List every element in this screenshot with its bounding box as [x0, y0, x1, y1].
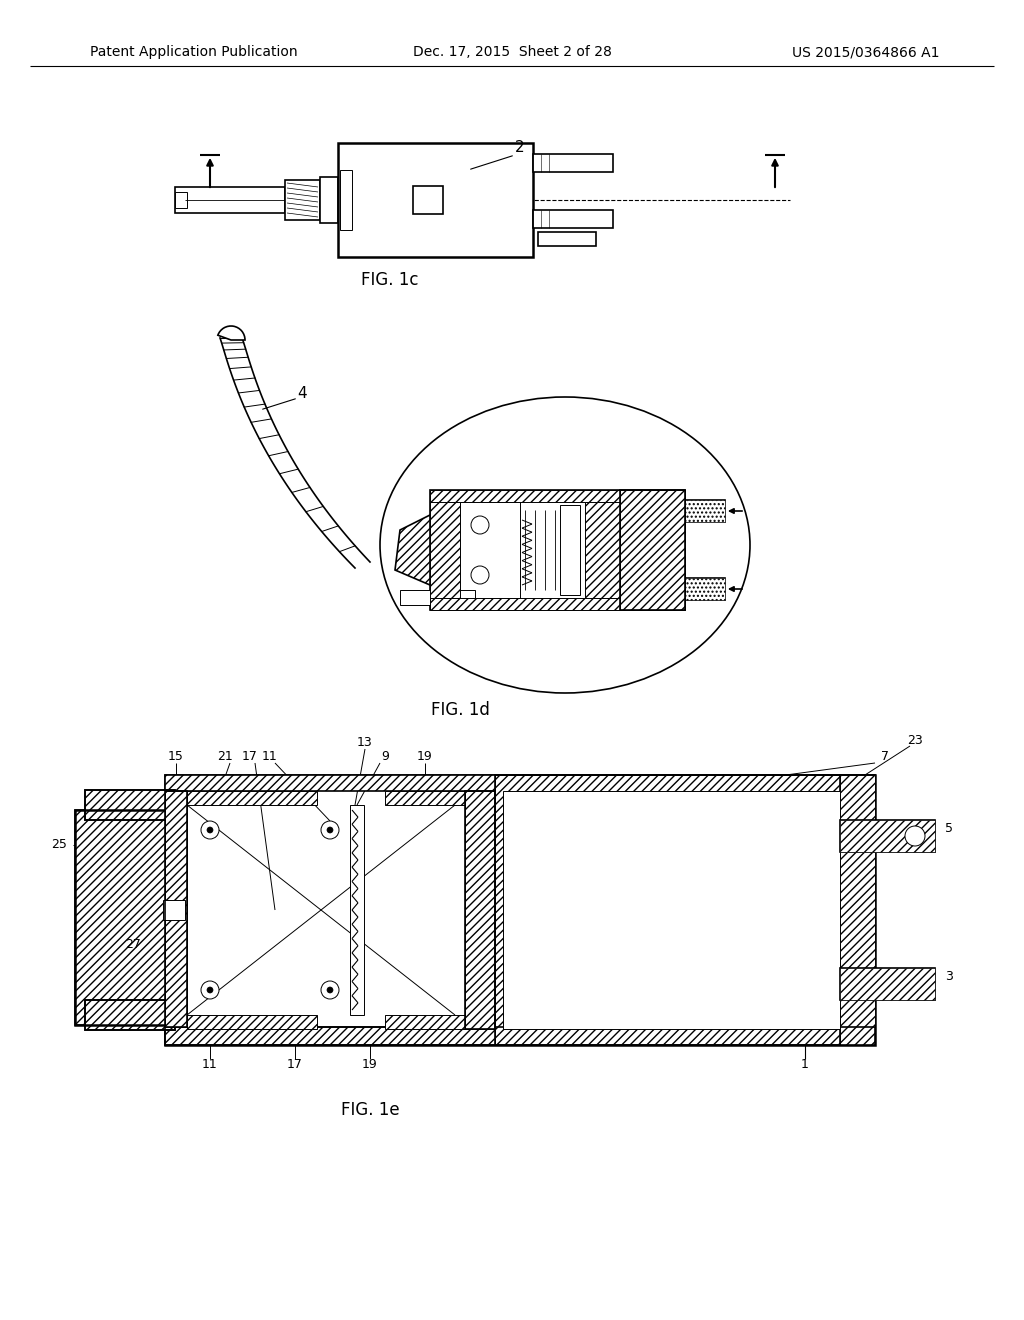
Circle shape — [471, 516, 489, 535]
Bar — [503, 791, 840, 1030]
Wedge shape — [218, 326, 245, 341]
Text: 25: 25 — [51, 838, 67, 851]
Text: 27: 27 — [125, 939, 141, 952]
Bar — [430, 598, 685, 610]
Bar — [165, 791, 187, 1027]
Text: 23: 23 — [907, 734, 923, 747]
Circle shape — [201, 821, 219, 840]
Bar — [338, 143, 534, 257]
Bar — [430, 490, 685, 610]
Bar — [460, 502, 520, 598]
Bar — [165, 775, 874, 791]
Text: 19: 19 — [362, 1059, 378, 1072]
Circle shape — [905, 826, 925, 846]
Circle shape — [327, 987, 333, 993]
Text: 13: 13 — [357, 737, 373, 750]
Bar — [840, 775, 874, 1045]
Bar — [75, 810, 175, 1026]
Bar — [85, 789, 175, 820]
Text: 3: 3 — [945, 969, 953, 982]
Text: 4: 4 — [297, 385, 307, 400]
Bar — [685, 500, 725, 521]
Circle shape — [327, 828, 333, 833]
Ellipse shape — [380, 397, 750, 693]
Text: 15: 15 — [168, 751, 184, 763]
Bar — [285, 180, 319, 220]
Circle shape — [207, 987, 213, 993]
Bar — [620, 490, 685, 610]
Bar — [685, 578, 725, 601]
Text: 17: 17 — [287, 1059, 303, 1072]
Text: 2: 2 — [515, 140, 525, 156]
Text: 21: 21 — [217, 751, 232, 763]
Circle shape — [471, 566, 489, 583]
Circle shape — [207, 828, 213, 833]
Polygon shape — [395, 515, 430, 585]
Bar — [585, 502, 620, 598]
Bar — [534, 210, 613, 228]
Text: 1: 1 — [801, 1059, 809, 1072]
Bar — [430, 490, 685, 502]
Bar — [840, 820, 935, 851]
Text: Dec. 17, 2015  Sheet 2 of 28: Dec. 17, 2015 Sheet 2 of 28 — [413, 45, 611, 59]
Text: FIG. 1d: FIG. 1d — [430, 701, 489, 719]
Text: 11: 11 — [202, 1059, 218, 1072]
Text: Patent Application Publication: Patent Application Publication — [90, 45, 298, 59]
Bar — [350, 805, 364, 1015]
Bar — [685, 500, 725, 521]
Bar — [430, 502, 460, 598]
Bar — [465, 791, 495, 1030]
Bar — [620, 490, 685, 610]
Bar — [165, 1027, 874, 1045]
Text: 17: 17 — [242, 751, 258, 763]
Bar — [187, 791, 317, 805]
Bar — [560, 506, 580, 595]
Bar — [85, 1001, 175, 1030]
Bar — [175, 187, 285, 213]
Bar — [75, 810, 175, 1026]
Circle shape — [201, 981, 219, 999]
Bar — [385, 791, 465, 805]
Text: US 2015/0364866 A1: US 2015/0364866 A1 — [793, 45, 940, 59]
Bar — [187, 1015, 317, 1030]
Bar — [85, 789, 175, 820]
Bar — [340, 170, 352, 230]
Bar — [534, 154, 613, 172]
Bar — [840, 820, 935, 851]
Text: 11: 11 — [262, 751, 278, 763]
Bar — [840, 968, 935, 1001]
Bar — [165, 791, 187, 1027]
Bar — [495, 775, 874, 1045]
Bar — [175, 191, 187, 209]
Bar — [685, 578, 725, 601]
Circle shape — [321, 981, 339, 999]
Bar — [385, 1015, 465, 1030]
Text: FIG. 1c: FIG. 1c — [361, 271, 419, 289]
Bar — [165, 775, 874, 1045]
Text: 9: 9 — [381, 751, 389, 763]
Bar — [465, 791, 495, 1030]
Bar — [495, 775, 840, 1045]
Text: 19: 19 — [417, 751, 433, 763]
Text: 5: 5 — [945, 821, 953, 834]
Bar — [85, 1001, 175, 1030]
Circle shape — [321, 821, 339, 840]
Text: FIG. 1e: FIG. 1e — [341, 1101, 399, 1119]
Text: 7: 7 — [881, 751, 889, 763]
Bar — [840, 968, 935, 1001]
Bar — [400, 590, 475, 605]
Bar — [413, 186, 443, 214]
Bar — [495, 775, 840, 1045]
Bar — [165, 1027, 874, 1045]
Bar — [163, 900, 185, 920]
Bar — [538, 232, 596, 246]
Bar — [319, 177, 338, 223]
